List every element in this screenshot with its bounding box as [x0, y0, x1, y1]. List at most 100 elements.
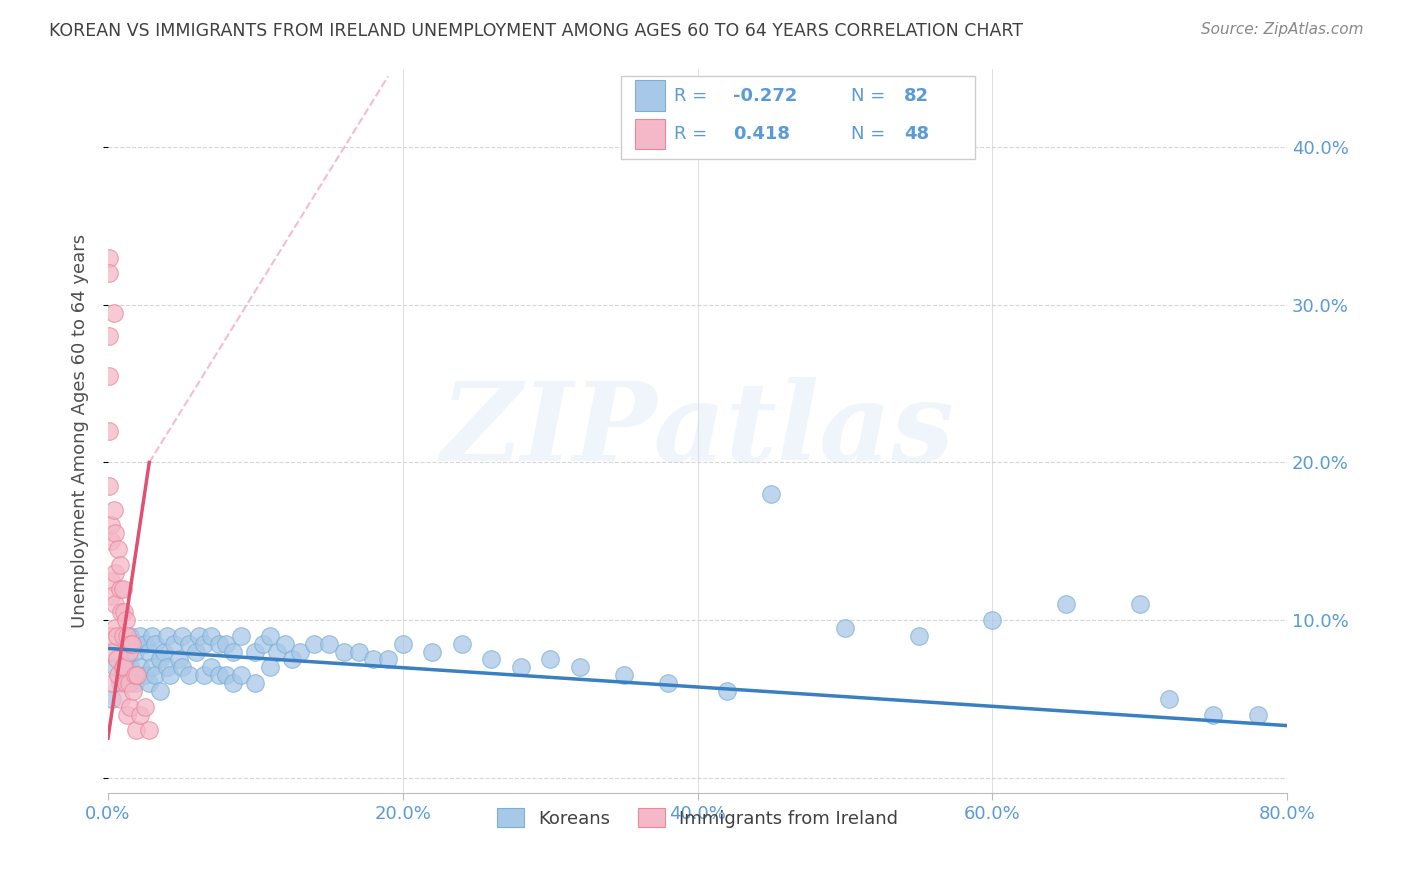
Point	[134, 668, 156, 682]
Text: 0.418: 0.418	[733, 125, 790, 143]
Point	[138, 676, 160, 690]
FancyBboxPatch shape	[621, 76, 974, 159]
Point	[252, 637, 274, 651]
Point	[153, 644, 176, 658]
FancyBboxPatch shape	[636, 119, 665, 149]
Point	[124, 676, 146, 690]
Point	[108, 558, 131, 572]
Point	[120, 637, 142, 651]
Point	[114, 613, 136, 627]
Point	[100, 518, 122, 533]
Point	[101, 691, 124, 706]
Point	[1159, 691, 1181, 706]
Point	[129, 660, 152, 674]
Point	[259, 629, 281, 643]
Point	[98, 266, 121, 280]
Point	[259, 660, 281, 674]
Point	[193, 637, 215, 651]
Point	[127, 637, 149, 651]
Point	[127, 668, 149, 682]
Point	[148, 652, 170, 666]
Point	[120, 660, 142, 674]
Point	[377, 652, 399, 666]
Point	[207, 668, 229, 682]
Point	[657, 676, 679, 690]
Text: 48: 48	[904, 125, 929, 143]
Point	[98, 368, 121, 383]
Text: R =: R =	[673, 125, 707, 143]
Point	[110, 605, 132, 619]
Point	[186, 644, 208, 658]
Point	[1129, 597, 1152, 611]
Point	[281, 652, 304, 666]
Point	[333, 644, 356, 658]
Point	[105, 629, 128, 643]
Point	[222, 644, 245, 658]
Text: ZIPatlas: ZIPatlas	[440, 377, 955, 484]
Point	[103, 306, 125, 320]
Point	[115, 629, 138, 643]
Point	[274, 637, 297, 651]
Point	[141, 660, 163, 674]
Point	[108, 676, 131, 690]
Point	[156, 629, 179, 643]
Point	[122, 684, 145, 698]
Point	[188, 629, 211, 643]
Y-axis label: Unemployment Among Ages 60 to 64 years: Unemployment Among Ages 60 to 64 years	[72, 234, 89, 628]
Text: N =: N =	[851, 87, 884, 104]
Point	[114, 676, 136, 690]
Text: Source: ZipAtlas.com: Source: ZipAtlas.com	[1201, 22, 1364, 37]
Point	[207, 637, 229, 651]
Point	[98, 424, 121, 438]
Point	[266, 644, 288, 658]
Point	[229, 668, 252, 682]
Point	[143, 668, 166, 682]
Point	[134, 637, 156, 651]
Point	[104, 660, 127, 674]
Point	[110, 691, 132, 706]
Point	[1246, 707, 1268, 722]
Point	[107, 542, 129, 557]
Point	[347, 644, 370, 658]
Point	[163, 637, 186, 651]
Point	[177, 637, 200, 651]
Point	[450, 637, 472, 651]
Point	[103, 502, 125, 516]
Point	[361, 652, 384, 666]
Point	[222, 676, 245, 690]
Point	[111, 629, 134, 643]
Point	[200, 629, 222, 643]
Point	[111, 660, 134, 674]
Point	[112, 605, 135, 619]
Point	[193, 668, 215, 682]
Point	[229, 629, 252, 643]
Point	[761, 487, 783, 501]
Point	[245, 644, 267, 658]
Point	[117, 644, 139, 658]
Point	[104, 566, 127, 580]
Legend: Koreans, Immigrants from Ireland: Koreans, Immigrants from Ireland	[489, 801, 905, 835]
Point	[117, 676, 139, 690]
Point	[509, 660, 531, 674]
Point	[115, 707, 138, 722]
Text: N =: N =	[851, 125, 884, 143]
Point	[100, 574, 122, 588]
Point	[134, 699, 156, 714]
Point	[105, 652, 128, 666]
Point	[215, 668, 238, 682]
Point	[107, 668, 129, 682]
Point	[981, 613, 1004, 627]
Point	[108, 582, 131, 596]
Point	[98, 479, 121, 493]
Point	[104, 597, 127, 611]
Point	[156, 660, 179, 674]
FancyBboxPatch shape	[636, 80, 665, 111]
Point	[304, 637, 326, 651]
Point	[129, 707, 152, 722]
Point	[391, 637, 413, 651]
Point	[125, 723, 148, 738]
Point	[200, 660, 222, 674]
Point	[98, 251, 121, 265]
Point	[138, 644, 160, 658]
Point	[121, 637, 143, 651]
